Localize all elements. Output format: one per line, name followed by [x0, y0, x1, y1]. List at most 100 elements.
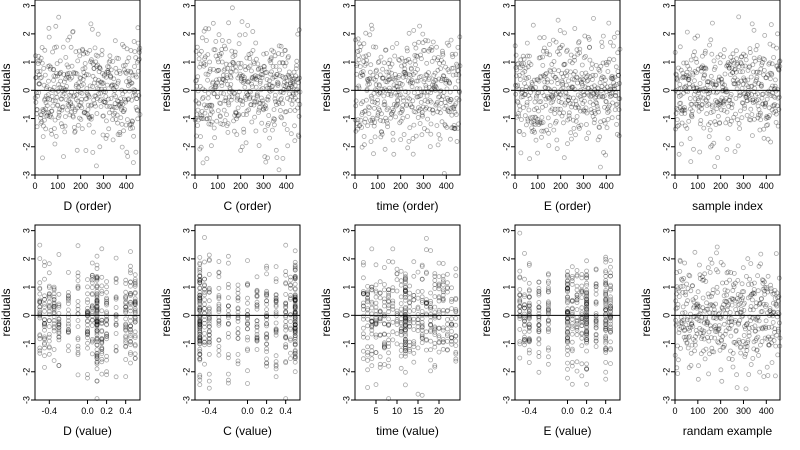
residual-point: [286, 69, 292, 75]
residual-point: [197, 254, 203, 260]
residual-point: [72, 109, 78, 114]
residual-point: [453, 51, 459, 57]
residual-point: [94, 323, 100, 328]
residual-point: [250, 29, 256, 34]
residual-point: [206, 324, 212, 329]
residual-point: [203, 38, 209, 43]
residual-point: [68, 93, 74, 99]
residual-point: [245, 282, 250, 288]
y-tick-label: 0: [21, 313, 31, 318]
residual-point: [545, 115, 551, 121]
residual-point: [442, 100, 448, 105]
residual-point: [196, 100, 202, 106]
residual-point: [42, 334, 47, 340]
residual-point: [66, 98, 72, 104]
residual-point: [761, 72, 766, 78]
residual-point: [767, 41, 773, 47]
residual-point: [360, 72, 366, 78]
residual-point: [259, 68, 265, 73]
y-tick-label: -2: [661, 143, 671, 151]
residual-point: [128, 291, 133, 296]
residual-point: [282, 47, 288, 53]
residual-point: [773, 373, 778, 379]
residual-point: [551, 67, 557, 73]
y-axis-title: residuals: [319, 63, 333, 111]
y-tick-label: -3: [21, 396, 31, 404]
residual-point: [197, 321, 203, 327]
y-tick-label: -1: [501, 340, 511, 348]
residual-point: [100, 71, 105, 76]
residual-point: [225, 371, 231, 377]
residual-point: [521, 56, 527, 62]
residual-point: [254, 318, 260, 324]
residual-point: [292, 322, 298, 328]
x-tick-label: 0: [352, 181, 357, 191]
points-layer: [517, 230, 613, 387]
residual-point: [695, 376, 701, 382]
residual-point: [252, 98, 258, 104]
residual-point: [367, 105, 373, 111]
residual-point: [94, 288, 100, 294]
residual-point: [42, 263, 47, 269]
y-tick-label: 2: [501, 31, 511, 36]
residual-point: [436, 76, 442, 82]
residual-point: [362, 63, 368, 68]
residual-point: [281, 83, 287, 88]
residual-point: [229, 69, 234, 75]
residual-point: [75, 285, 81, 291]
residual-point: [415, 115, 421, 120]
residual-point: [208, 121, 214, 127]
residual-point: [386, 316, 392, 322]
residual-point: [361, 142, 367, 148]
residual-point: [411, 27, 417, 33]
residual-point: [56, 304, 62, 310]
residual-point: [716, 78, 722, 84]
residual-point: [526, 347, 532, 353]
residual-point: [566, 78, 571, 84]
residual-point: [529, 81, 535, 87]
residual-point: [454, 139, 460, 144]
residual-point: [209, 109, 215, 115]
residual-point: [735, 277, 741, 283]
residual-point: [596, 124, 602, 130]
residual-point: [74, 71, 80, 77]
residual-point: [444, 40, 450, 46]
residual-point: [723, 120, 729, 126]
residual-point: [247, 96, 253, 102]
residual-point: [559, 42, 565, 48]
residual-point: [289, 73, 295, 79]
residual-point: [288, 277, 293, 283]
residual-point: [746, 90, 752, 96]
residual-point: [241, 129, 247, 135]
residual-point: [125, 153, 131, 159]
residual-point: [760, 101, 766, 107]
residual-point: [269, 47, 275, 53]
residual-point: [69, 105, 75, 110]
residual-point: [587, 44, 592, 50]
residual-point: [99, 47, 105, 53]
residual-point: [235, 330, 241, 336]
residual-point: [283, 335, 289, 341]
residual-point: [605, 110, 611, 115]
residual-point: [359, 125, 365, 130]
residual-point: [741, 51, 746, 57]
residual-point: [36, 81, 42, 87]
residual-point: [415, 289, 421, 295]
residual-point: [88, 116, 94, 122]
residual-point: [717, 60, 723, 66]
residual-point: [767, 113, 772, 118]
residual-point: [452, 125, 457, 131]
residual-point: [546, 95, 552, 101]
residual-point: [225, 281, 231, 287]
residual-point: [771, 55, 776, 60]
residual-point: [119, 144, 125, 150]
residual-point: [227, 69, 233, 75]
residual-point: [521, 132, 527, 138]
residual-point: [682, 260, 687, 266]
residual-point: [94, 291, 100, 297]
residual-point: [44, 113, 49, 119]
residual-point: [418, 52, 423, 58]
residual-point: [764, 364, 770, 370]
residual-point: [689, 112, 695, 117]
residual-point: [81, 81, 86, 87]
